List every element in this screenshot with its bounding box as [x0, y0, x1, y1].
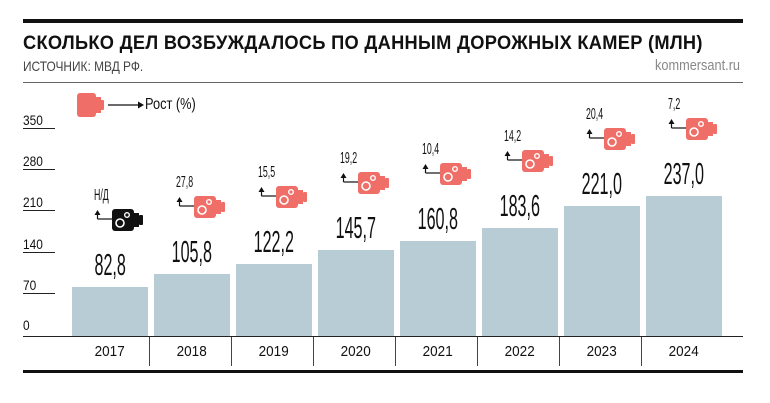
bar-2017: [72, 287, 148, 336]
camera-icon: [686, 118, 720, 145]
bar-2020: [318, 250, 394, 336]
growth-arrow-icon: [94, 210, 112, 220]
bar-2023: [564, 205, 640, 336]
column-separator: [231, 337, 232, 366]
bar-2024: [646, 196, 722, 336]
y-tick-label: 70: [23, 277, 55, 294]
growth-label: 15,5: [258, 163, 276, 181]
bar-2018: [154, 273, 230, 336]
value-label: 105,8: [171, 233, 213, 269]
camera-icon: [194, 195, 228, 223]
growth-label: 10,4: [422, 141, 440, 159]
legend-label: Рост (%): [145, 96, 196, 113]
camera-icon: [440, 163, 474, 190]
legend-arrow-icon: [108, 101, 144, 109]
growth-arrow-icon: [668, 119, 686, 129]
value-label: 145,7: [335, 210, 377, 246]
source-note: ИСТОЧНИК: МВД РФ.: [23, 58, 144, 74]
header-divider: [23, 82, 743, 83]
growth-arrow-icon: [586, 128, 604, 139]
growth-label: 14,2: [504, 127, 522, 145]
x-tick-label: 2021: [422, 343, 454, 360]
camera-icon: [112, 209, 146, 236]
value-label: 221,0: [581, 165, 623, 201]
x-tick-label: 2024: [668, 343, 700, 360]
value-label: 160,8: [417, 201, 459, 237]
bar-2021: [400, 241, 476, 336]
top-rule: [23, 19, 743, 23]
column-separator: [559, 337, 560, 366]
growth-arrow-icon: [422, 164, 440, 174]
bar-2019: [236, 263, 312, 336]
column-separator: [641, 337, 642, 366]
x-tick-label: 2017: [94, 343, 126, 360]
growth-label: Н/Д: [94, 187, 109, 205]
x-axis-line: [23, 336, 743, 337]
growth-label: 19,2: [340, 150, 358, 168]
growth-arrow-icon: [176, 196, 194, 207]
column-separator: [395, 337, 396, 366]
x-tick-label: 2019: [258, 343, 290, 360]
column-separator: [149, 337, 150, 366]
growth-arrow-icon: [504, 150, 522, 161]
x-tick-label: 2020: [340, 343, 372, 360]
growth-label: 27,8: [176, 173, 194, 191]
bottom-rule: [23, 370, 743, 373]
y-tick-label: 140: [23, 236, 55, 253]
growth-arrow-icon: [340, 173, 358, 183]
camera-icon: [276, 185, 310, 213]
column-separator: [313, 337, 314, 366]
value-label: 237,0: [663, 156, 705, 192]
bar-2022: [482, 227, 558, 336]
y-tick-label: 280: [23, 153, 55, 170]
camera-icon: [604, 127, 638, 155]
y-tick-label: 350: [23, 112, 55, 129]
growth-label: 20,4: [586, 105, 604, 123]
value-label: 122,2: [253, 223, 295, 259]
x-tick-label: 2023: [586, 343, 618, 360]
camera-icon: [522, 149, 556, 177]
camera-icon: [358, 172, 392, 199]
x-tick-label: 2022: [504, 343, 536, 360]
camera-icon: [77, 93, 105, 122]
value-label: 82,8: [94, 247, 126, 283]
brand-link[interactable]: kommersant.ru: [654, 57, 740, 74]
y-tick-label: 210: [23, 194, 55, 212]
y-tick-label: 0: [23, 317, 30, 333]
column-separator: [477, 337, 478, 366]
chart-title: СКОЛЬКО ДЕЛ ВОЗБУЖДАЛОСЬ ПО ДАННЫМ ДОРОЖ…: [23, 33, 703, 54]
growth-label: 7,2: [668, 96, 681, 114]
value-label: 183,6: [499, 187, 541, 223]
growth-arrow-icon: [258, 186, 276, 197]
x-tick-label: 2018: [176, 343, 208, 360]
